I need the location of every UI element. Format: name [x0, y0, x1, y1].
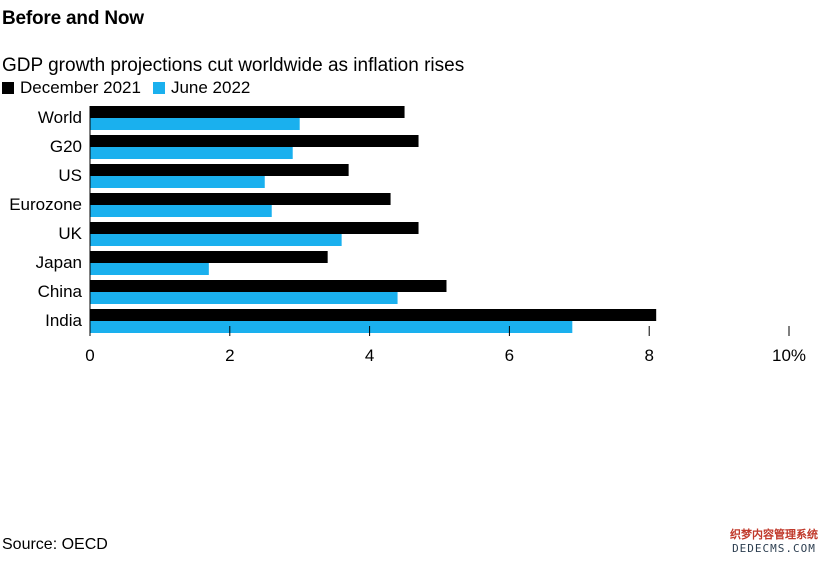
- watermark-logo: 织梦内容管理系统 DEDECMS.COM: [719, 528, 829, 556]
- bar-japan-december-2021: [90, 251, 328, 263]
- watermark-line-cn: 织梦内容管理系统: [730, 528, 818, 541]
- bar-uk-june-2022: [90, 234, 342, 246]
- legend-swatch-june-2022: [152, 82, 165, 94]
- category-label-eurozone: Eurozone: [9, 195, 82, 214]
- bar-us-june-2022: [90, 176, 265, 188]
- legend-swatch-december-2021: [2, 82, 14, 94]
- bar-china-december-2021: [90, 280, 447, 292]
- bar-eurozone-december-2021: [90, 193, 391, 205]
- category-label-japan: Japan: [36, 253, 82, 272]
- bar-japan-june-2022: [90, 263, 209, 275]
- bar-eurozone-june-2022: [90, 205, 272, 217]
- legend-label-december-2021: December 2021: [20, 78, 141, 97]
- bar-world-june-2022: [90, 118, 300, 130]
- x-tick-label-10: 10%: [772, 346, 806, 365]
- category-label-uk: UK: [58, 224, 82, 243]
- bar-g20-december-2021: [90, 135, 419, 147]
- x-tick-label-6: 6: [505, 346, 514, 365]
- x-tick-label-0: 0: [85, 346, 94, 365]
- bar-us-december-2021: [90, 164, 349, 176]
- chart-headline: Before and Now: [2, 8, 144, 29]
- bar-india-june-2022: [90, 321, 573, 333]
- category-label-world: World: [38, 108, 82, 127]
- x-tick-label-8: 8: [644, 346, 653, 365]
- x-tick-label-2: 2: [225, 346, 234, 365]
- bar-china-june-2022: [90, 292, 398, 304]
- watermark-line-en: DEDECMS.COM: [732, 542, 816, 555]
- chart-source: Source: OECD: [2, 536, 108, 553]
- category-label-us: US: [58, 166, 82, 185]
- category-label-china: China: [38, 282, 83, 301]
- x-tick-label-4: 4: [365, 346, 374, 365]
- legend-label-june-2022: June 2022: [170, 78, 251, 97]
- legend-item-june-2022: June 2022: [152, 78, 251, 98]
- legend-item-december-2021: December 2021: [2, 78, 141, 98]
- bar-g20-june-2022: [90, 147, 293, 159]
- chart-legend: December 2021 June 2022: [2, 78, 262, 98]
- category-label-india: India: [45, 311, 82, 330]
- bar-uk-december-2021: [90, 222, 419, 234]
- category-label-g20: G20: [50, 137, 82, 156]
- bar-world-december-2021: [90, 106, 405, 118]
- bar-india-december-2021: [90, 309, 657, 321]
- chart-subtitle: GDP growth projections cut worldwide as …: [2, 55, 465, 76]
